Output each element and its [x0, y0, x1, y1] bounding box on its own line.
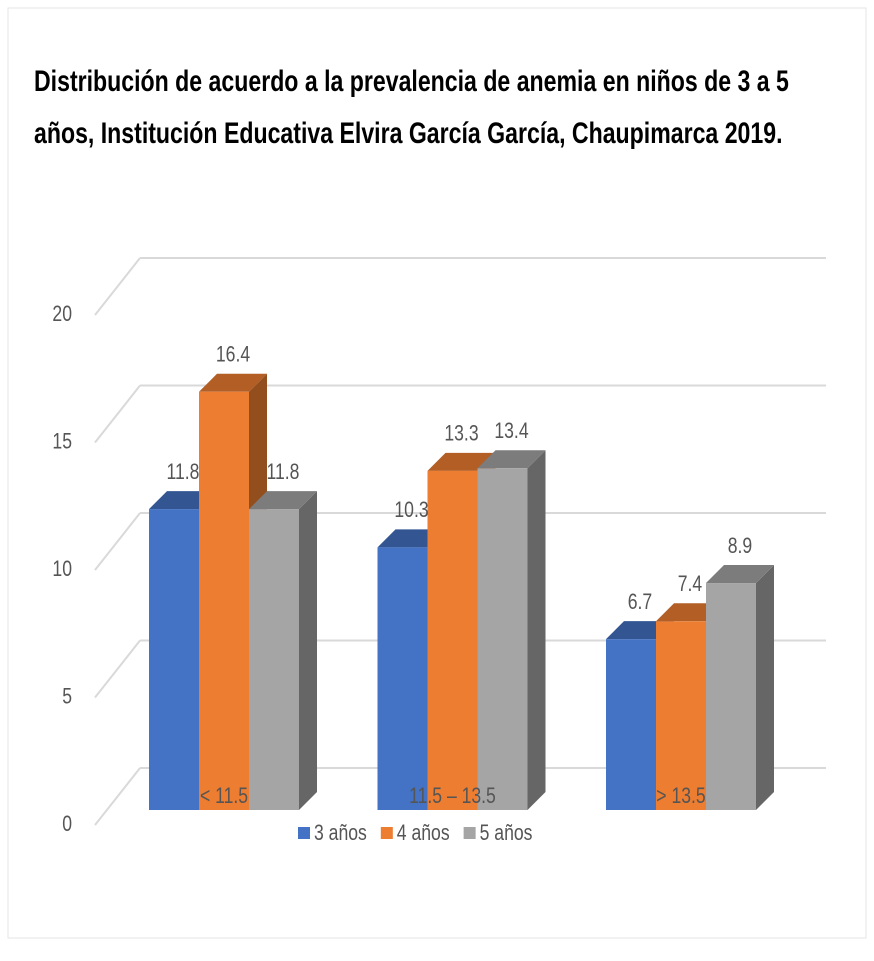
- data-label: 8.9: [728, 534, 752, 558]
- legend-label: 3 años: [314, 821, 367, 845]
- grid-line: [94, 639, 141, 699]
- y-tick-label: 15: [52, 430, 72, 454]
- grid-line: [94, 512, 141, 571]
- bar-front: [477, 468, 528, 810]
- bar: [477, 450, 546, 810]
- data-label: 11.8: [267, 460, 300, 484]
- bar-side: [299, 491, 317, 810]
- legend-label: 4 años: [397, 821, 450, 845]
- bar-front: [427, 470, 478, 810]
- bar-top: [199, 373, 267, 392]
- data-label: 11.8: [167, 460, 200, 484]
- legend-swatch: [298, 827, 310, 839]
- grid-line: [94, 257, 141, 316]
- chart-title: Distribución de acuerdo a la prevalencia…: [34, 65, 789, 150]
- bar-front: [199, 391, 249, 810]
- bar-front: [377, 547, 428, 810]
- legend-swatch: [463, 827, 476, 839]
- grid-line: [94, 384, 141, 444]
- bar-top: [249, 491, 317, 510]
- data-label: 13.4: [494, 419, 528, 443]
- bar-top: [706, 565, 774, 584]
- legend-label: 5 años: [480, 821, 533, 845]
- x-tick-label: 11.5 – 13.5: [409, 784, 496, 808]
- bar: [706, 565, 774, 810]
- y-tick-label: 20: [52, 302, 72, 326]
- bar-front: [606, 639, 656, 810]
- data-label: 7.4: [678, 572, 702, 596]
- y-tick-label: 5: [62, 685, 72, 709]
- x-tick-label: < 11.5: [200, 784, 248, 808]
- bar-front: [706, 583, 756, 810]
- y-tick-label: 10: [52, 557, 72, 581]
- bar-front: [656, 621, 706, 810]
- bar-top: [477, 450, 546, 469]
- bar-front: [249, 509, 299, 810]
- bar-side: [527, 450, 546, 810]
- bar-front: [149, 509, 199, 810]
- data-label: 16.4: [216, 343, 250, 367]
- bar-top: [427, 452, 496, 471]
- data-label: 10.3: [394, 498, 428, 522]
- x-tick-label: > 13.5: [656, 784, 705, 808]
- grid-line: [94, 767, 141, 826]
- data-label: 13.3: [444, 422, 478, 446]
- bar: [249, 491, 317, 810]
- y-tick-label: 0: [62, 812, 72, 836]
- bar-side: [756, 565, 774, 810]
- bars: [149, 373, 774, 810]
- legend-swatch: [380, 827, 393, 839]
- data-label: 6.7: [628, 590, 652, 614]
- frame: [7, 7, 867, 939]
